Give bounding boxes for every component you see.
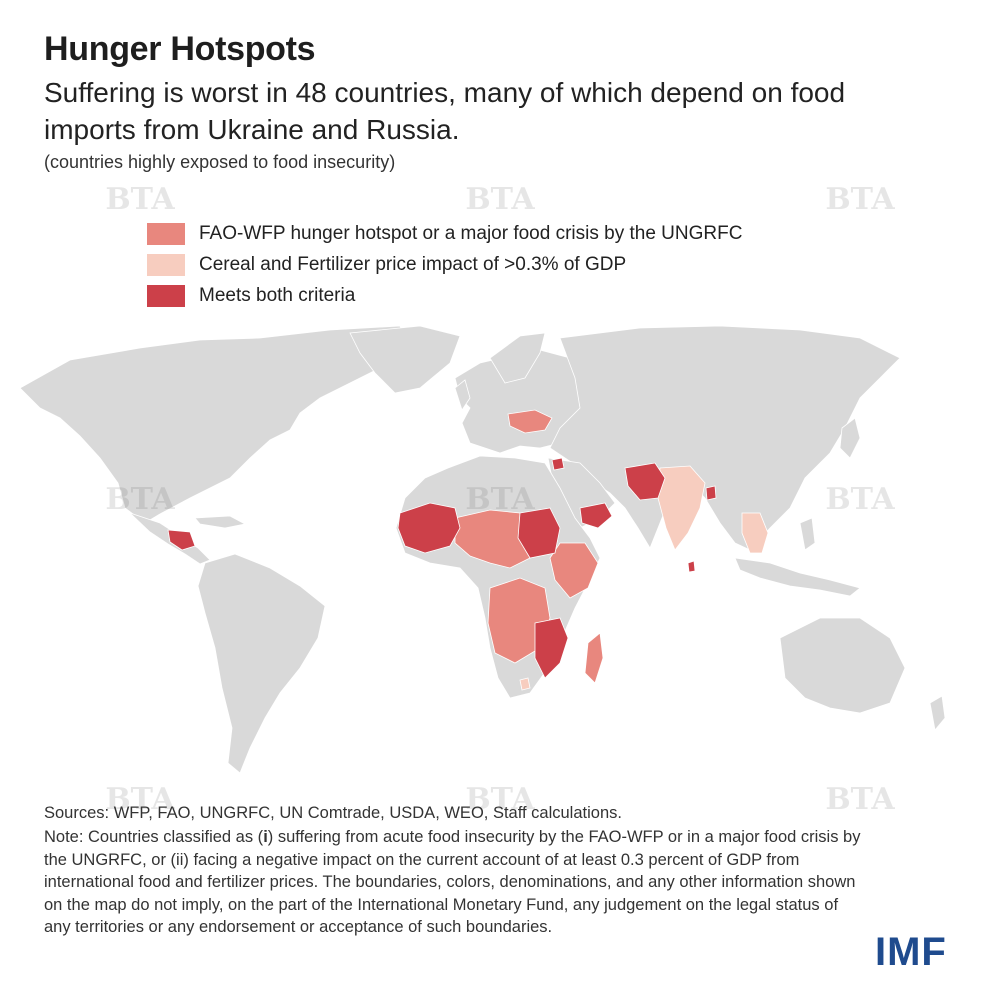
land-north-america: [19, 325, 411, 524]
land-australia: [779, 617, 906, 714]
region-bangladesh: [705, 485, 717, 501]
land-greenland: [349, 325, 461, 394]
region-west-africa: [397, 502, 461, 554]
region-both: [167, 457, 717, 679]
region-madagascar: [584, 632, 604, 684]
watermark-text: BTA: [465, 182, 535, 217]
legend-label-both: Meets both criteria: [199, 284, 356, 306]
legend-item-hotspot: FAO-WFP hunger hotspot or a major food c…: [147, 218, 742, 249]
land-uk: [454, 379, 471, 411]
note-i: i: [263, 828, 268, 846]
land-philippines: [799, 517, 816, 551]
region-price-impact: [519, 465, 769, 691]
legend-swatch-both: [147, 284, 185, 307]
region-mozambique-malawi: [534, 617, 569, 679]
legend: FAO-WFP hunger hotspot or a major food c…: [147, 218, 742, 311]
note: Note: Countries classified as (i) suffer…: [44, 826, 864, 939]
legend-label-hotspot: FAO-WFP hunger hotspot or a major food c…: [199, 222, 743, 244]
world-map: [19, 325, 946, 774]
chart-title: Hunger Hotspots: [44, 30, 316, 68]
legend-item-price-impact: Cereal and Fertilizer price impact of >0…: [147, 249, 742, 280]
region-yemen: [579, 502, 613, 529]
region-ukraine: [507, 409, 553, 434]
region-mainland-southeast-asia: [741, 512, 769, 554]
region-central-america: [167, 529, 196, 551]
land-new-zealand: [929, 695, 946, 731]
watermark-text: BTA: [825, 182, 895, 217]
region-afghanistan-pakistan: [624, 462, 666, 501]
region-sahel-central-africa: [454, 509, 531, 569]
region-india: [657, 465, 706, 551]
region-sri-lanka: [687, 560, 696, 573]
region-lesotho: [519, 677, 531, 691]
chart-subtitle: Suffering is worst in 48 countries, many…: [44, 77, 846, 145]
note-mid: ) suffering from acute food insecurity b…: [44, 828, 861, 869]
region-sudan: [517, 507, 561, 559]
sources: Sources: WFP, FAO, UNGRFC, UN Comtrade, …: [44, 804, 622, 822]
land-south-america: [197, 553, 326, 774]
watermark: BTA: [804, 152, 916, 244]
region-syria: [551, 457, 565, 471]
region-horn-of-africa: [549, 542, 599, 599]
note-ii: ii: [176, 850, 184, 869]
legend-swatch-hotspot: [147, 222, 185, 245]
land-japan: [839, 417, 861, 459]
note-suffix: ) facing a negative impact on the curren…: [44, 850, 856, 937]
region-hotspot: [454, 409, 604, 684]
note-prefix: Note: Countries classified as (: [44, 828, 264, 846]
chart-subnote: (countries highly exposed to food insecu…: [44, 152, 396, 172]
land-indonesia: [734, 557, 861, 597]
legend-swatch-price-impact: [147, 253, 185, 276]
watermark-text: BTA: [105, 182, 175, 217]
legend-label-price-impact: Cereal and Fertilizer price impact of >0…: [199, 253, 627, 275]
legend-item-both: Meets both criteria: [147, 280, 742, 311]
imf-logo: IMF: [875, 930, 947, 974]
land-caribbean: [194, 515, 247, 529]
land-scandinavia: [489, 332, 546, 384]
